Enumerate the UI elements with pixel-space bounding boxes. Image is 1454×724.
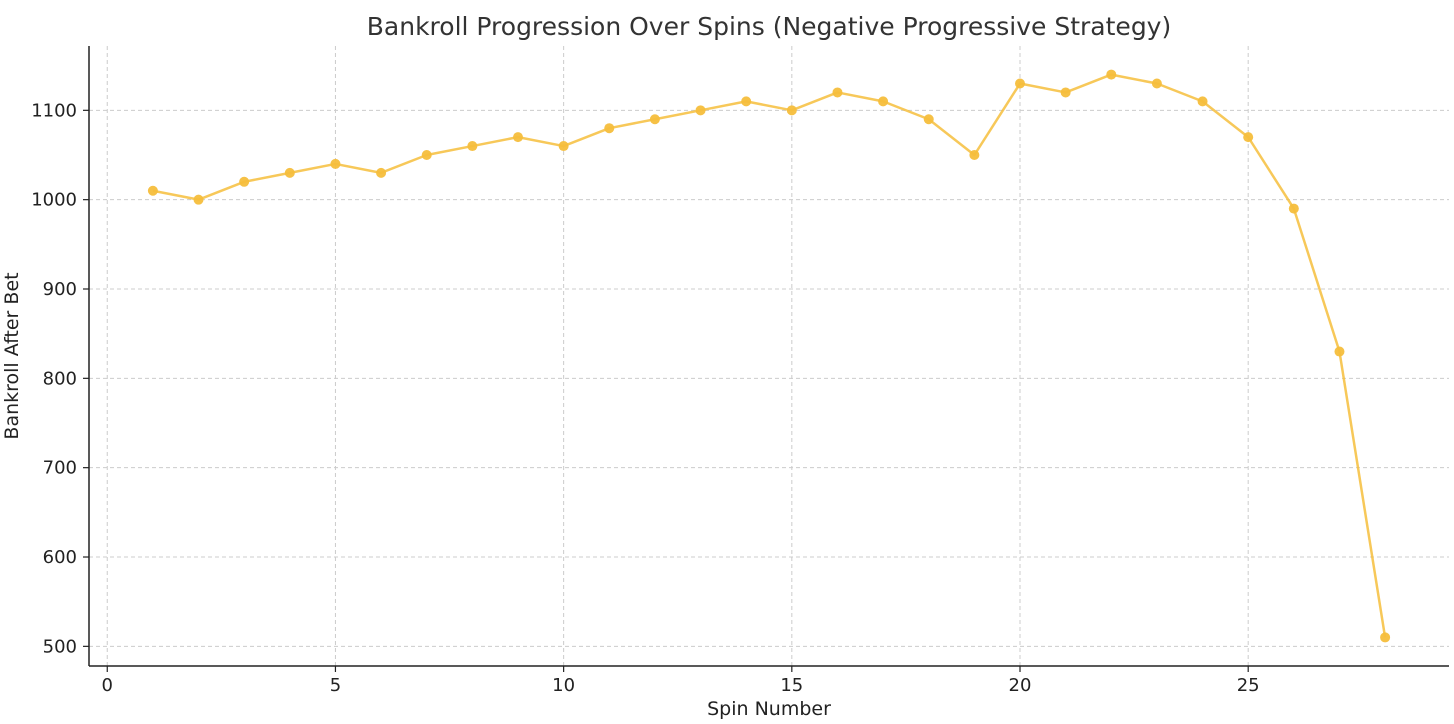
series-layer [147,69,1391,643]
x-tick-label: 15 [780,675,803,696]
data-point [512,132,523,143]
grid [89,46,1449,666]
x-tick-label: 0 [102,675,113,696]
data-point [1060,87,1071,98]
y-tick-label: 1100 [31,100,77,121]
y-tick-label: 900 [43,279,77,300]
chart-title: Bankroll Progression Over Spins (Negativ… [367,12,1171,41]
data-point [878,96,889,107]
data-point [832,87,843,98]
data-point [1380,632,1391,643]
data-point [467,141,478,152]
y-tick-label: 1000 [31,190,77,211]
ticks: 0 5 10 15 20 25 500 600 700 800 900 1000 1100 [31,100,1259,696]
data-point [1334,346,1345,357]
data-point [239,176,250,187]
x-axis-label: Spin Number [707,698,831,720]
data-point [786,105,797,116]
series-line [152,73,1387,638]
data-point [1151,78,1162,89]
data-point [649,114,660,125]
data-point [558,141,569,152]
data-point [1015,78,1026,89]
x-tick-label: 25 [1237,675,1260,696]
data-point [1288,203,1299,214]
data-point [923,114,934,125]
data-point [604,123,615,134]
y-tick-label: 600 [43,547,77,568]
x-tick-label: 10 [552,675,575,696]
y-tick-label: 500 [43,636,77,657]
data-point [1243,132,1254,143]
y-tick-label: 800 [43,368,77,389]
y-tick-label: 700 [43,458,77,479]
data-point [741,96,752,107]
data-point [376,167,387,178]
y-axis-label: Bankroll After Bet [1,272,23,439]
data-point [695,105,706,116]
data-point [284,167,295,178]
x-tick-label: 20 [1009,675,1032,696]
data-point [1106,69,1117,80]
data-point [1197,96,1208,107]
data-point [421,149,432,160]
data-point [969,149,980,160]
data-point [147,185,158,196]
x-tick-label: 5 [330,675,341,696]
data-point [330,158,341,169]
data-point [193,194,204,205]
